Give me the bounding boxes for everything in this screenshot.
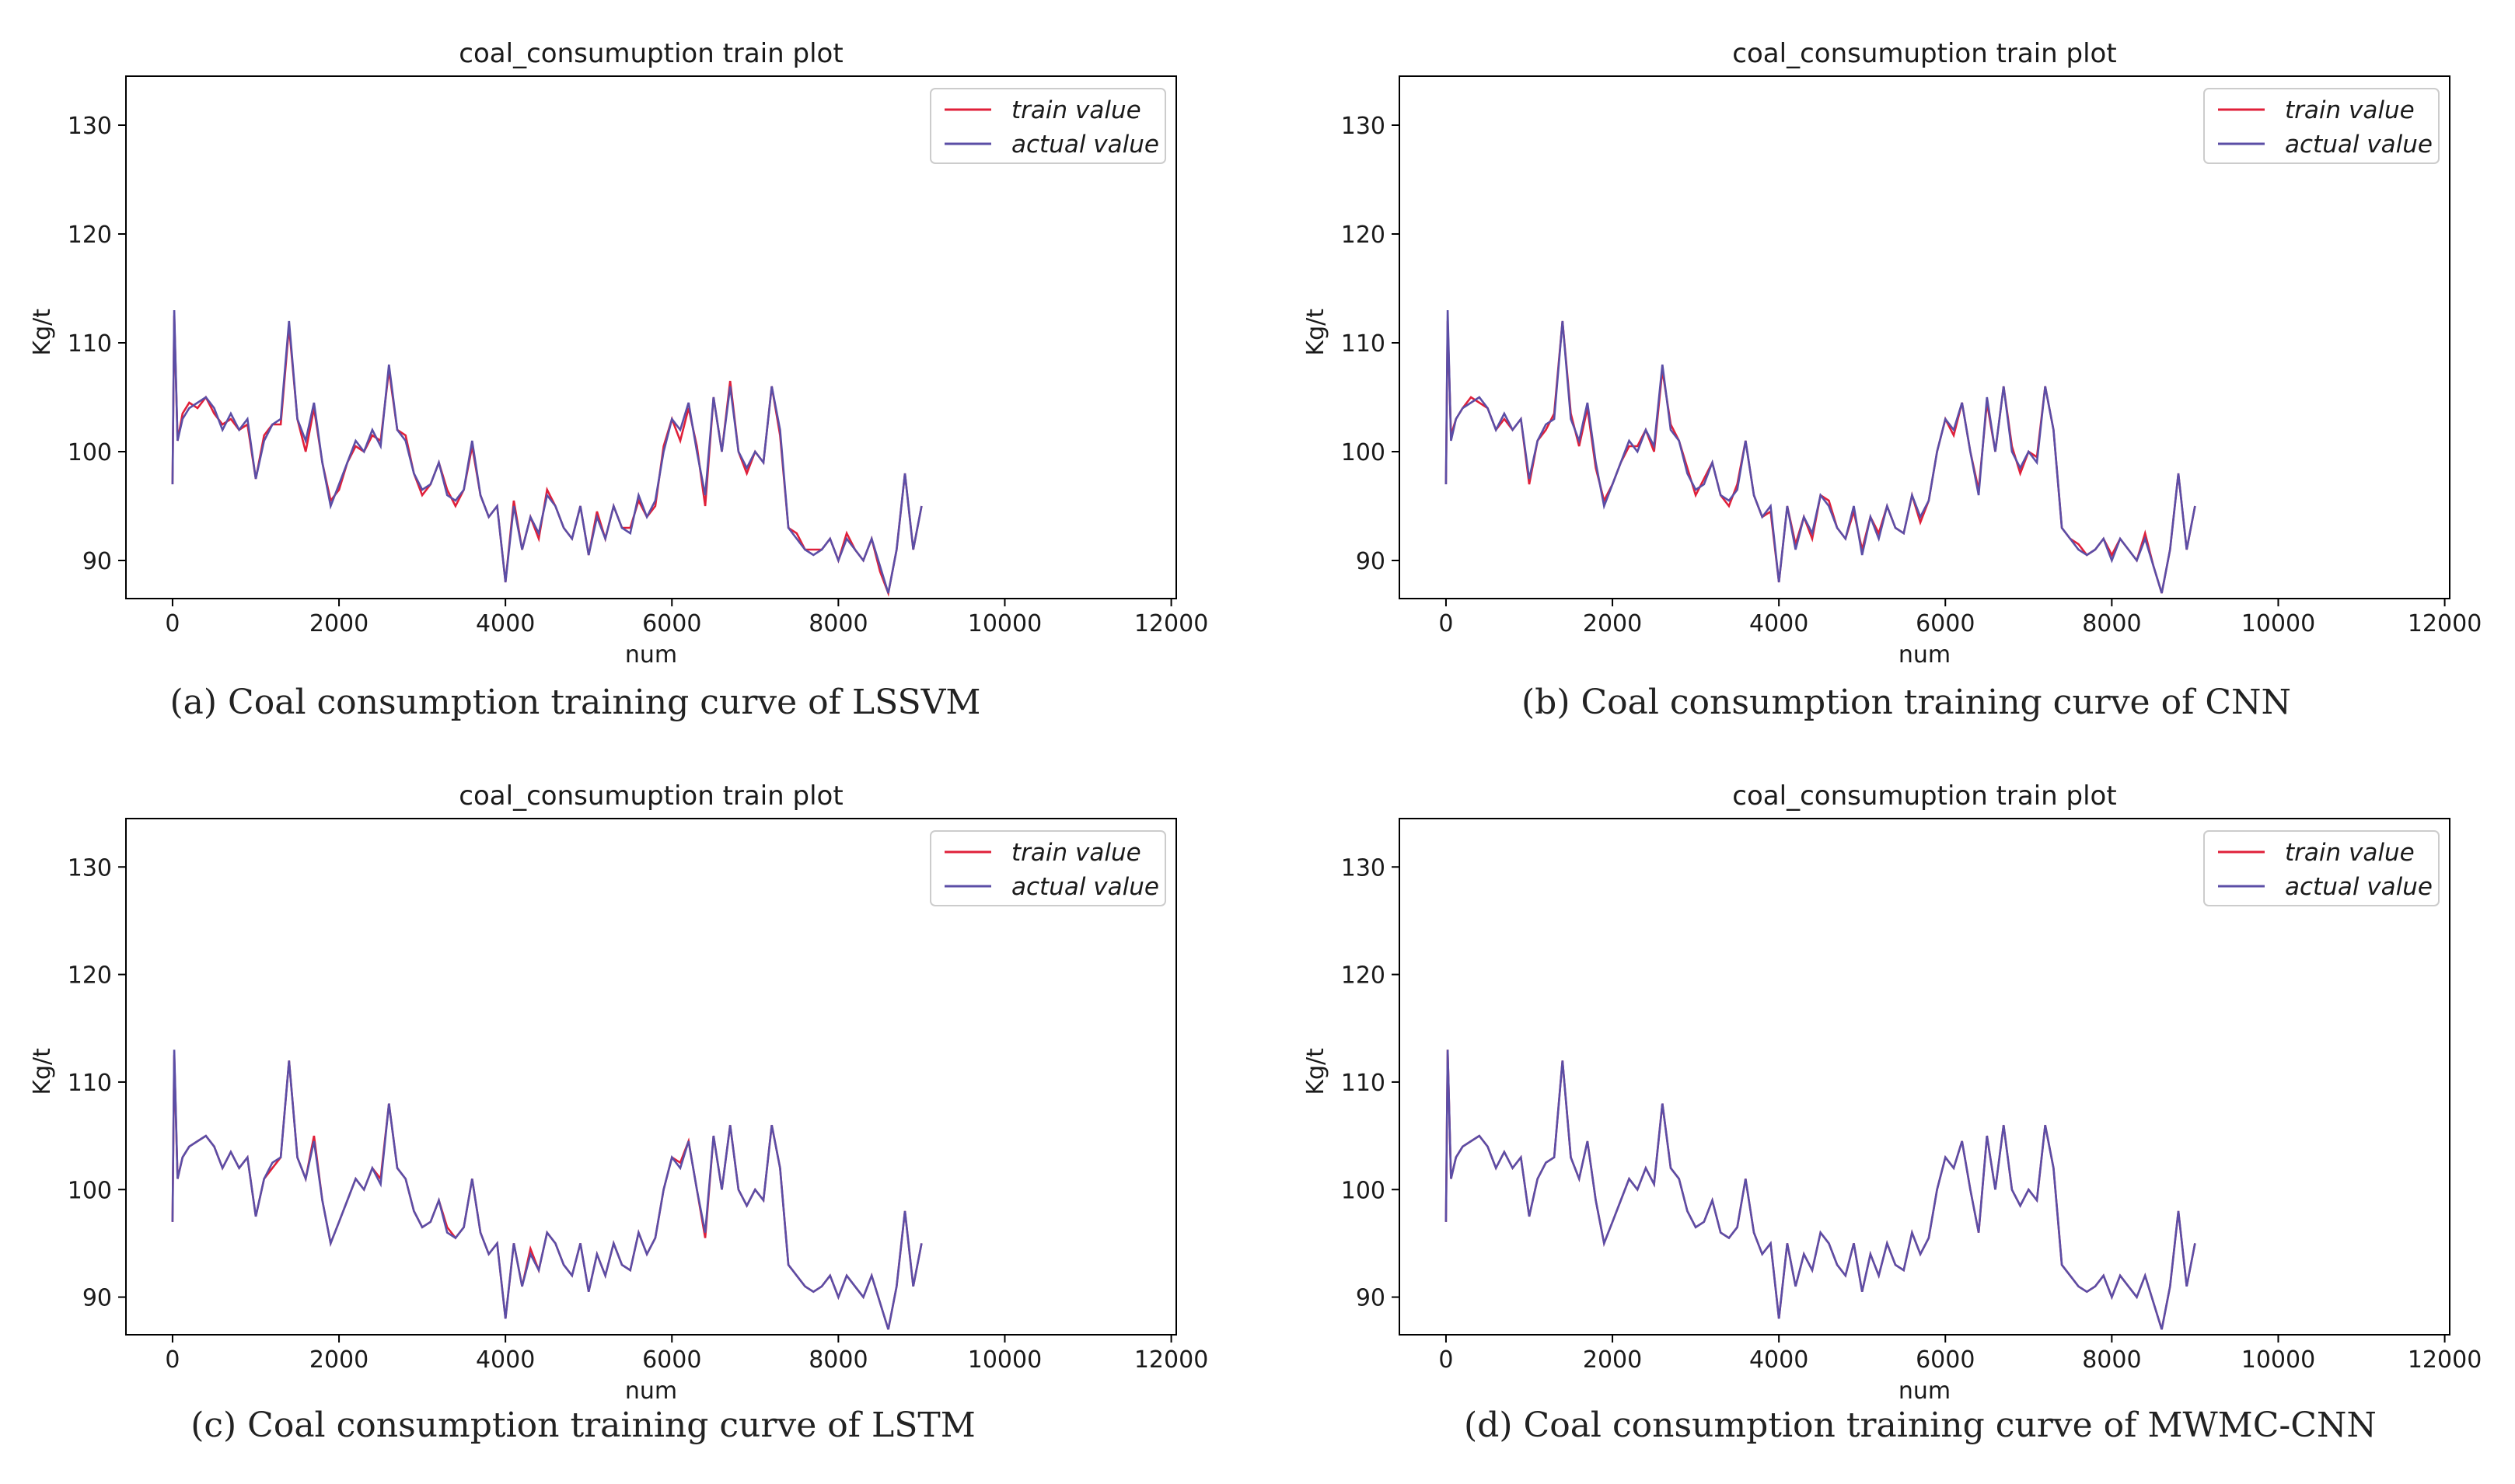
x-tick-label: 10000 [968, 1346, 1042, 1374]
x-axis-label: num [1898, 1378, 1951, 1405]
x-tick-label: 6000 [642, 610, 701, 637]
y-tick-label: 90 [1356, 548, 1385, 575]
x-tick-label: 8000 [2082, 610, 2141, 637]
legend: train value actual value [2203, 88, 2440, 164]
actual-value-line [171, 1049, 923, 1330]
y-tick-label: 100 [1341, 439, 1385, 466]
chart-title: coal_consumuption train plot [1732, 780, 2116, 812]
x-tick-label: 0 [165, 1346, 180, 1374]
legend-label-train: train value [1011, 839, 1141, 867]
y-axis-label: Kg/t [1302, 1048, 1329, 1095]
y-tick-label: 110 [1341, 1070, 1385, 1097]
x-tick-label: 10000 [2241, 610, 2315, 637]
chart-title: coal_consumuption train plot [1732, 38, 2116, 69]
legend-label-train: train value [1011, 96, 1141, 124]
chart-panel-a: coal_consumuption train plot 0 2000 4000 600… [29, 38, 1208, 722]
x-tick-label: 8000 [809, 610, 868, 637]
x-tick-label: 4000 [476, 1346, 535, 1374]
plot-frame [1399, 75, 2450, 599]
x-tick-label: 0 [1438, 1346, 1453, 1374]
x-tick-label: 6000 [1916, 1346, 1975, 1374]
x-tick-label: 2000 [309, 610, 369, 637]
y-tick-label: 130 [1341, 854, 1385, 882]
y-tick-label: 130 [68, 854, 112, 882]
x-tick-label: 12000 [1134, 610, 1208, 637]
x-tick-label: 12000 [2408, 1346, 2482, 1374]
x-tick-label: 2000 [1583, 610, 1642, 637]
y-tick-label: 110 [68, 330, 112, 358]
caption-d: (d) Coal consumption training curve of M… [1464, 1405, 2377, 1445]
actual-value-line [171, 309, 923, 594]
y-tick-label: 130 [1341, 113, 1385, 140]
plot-frame [125, 75, 1177, 599]
x-tick-label: 12000 [1134, 1346, 1208, 1374]
x-tick-label: 10000 [968, 610, 1042, 637]
plot-frame [125, 818, 1177, 1336]
caption-c: (c) Coal consumption training curve of L… [190, 1405, 976, 1445]
y-axis-label: Kg/t [29, 1048, 56, 1095]
chart-panel-c: coal_consumuption train plot 0 2000 4000 600… [29, 780, 1208, 1445]
caption-a: (a) Coal consumption training curve of L… [170, 683, 981, 722]
legend-label-train: train value [2285, 96, 2415, 124]
x-tick-label: 12000 [2408, 610, 2482, 637]
legend-label-actual: actual value [1011, 131, 1159, 159]
x-tick-label: 4000 [1749, 1346, 1808, 1374]
x-tick-label: 2000 [1583, 1346, 1642, 1374]
chart-title: coal_consumuption train plot [459, 38, 843, 69]
actual-value-line [1444, 309, 2196, 594]
y-axis-label: Kg/t [29, 309, 56, 356]
x-axis-label: num [1898, 641, 1951, 669]
y-tick-label: 100 [68, 1177, 112, 1204]
x-tick-label: 4000 [1749, 610, 1808, 637]
legend: train value actual value [930, 830, 1166, 906]
x-tick-label: 6000 [1916, 610, 1975, 637]
x-tick-label: 8000 [809, 1346, 868, 1374]
plot-frame [1399, 818, 2450, 1336]
x-tick-label: 4000 [476, 610, 535, 637]
y-tick-label: 100 [68, 439, 112, 466]
chart-panel-b: coal_consumuption train plot 0 2000 4000 600… [1302, 38, 2482, 722]
y-tick-label: 120 [1341, 222, 1385, 249]
x-tick-label: 0 [1438, 610, 1453, 637]
x-tick-label: 6000 [642, 1346, 701, 1374]
y-tick-label: 110 [1341, 330, 1385, 358]
x-tick-label: 8000 [2082, 1346, 2141, 1374]
y-tick-label: 90 [82, 1285, 112, 1312]
y-tick-label: 120 [68, 962, 112, 990]
y-tick-label: 120 [68, 222, 112, 249]
actual-value-line [1444, 1049, 2196, 1330]
legend-label-actual: actual value [2285, 873, 2433, 901]
train-value-line [1444, 1049, 2196, 1330]
y-tick-label: 90 [1356, 1285, 1385, 1312]
x-tick-label: 2000 [309, 1346, 369, 1374]
y-tick-label: 100 [1341, 1177, 1385, 1204]
legend: train value actual value [930, 88, 1166, 164]
x-axis-label: num [625, 1378, 677, 1405]
x-tick-label: 0 [165, 610, 180, 637]
legend-label-train: train value [2285, 839, 2415, 867]
legend: train value actual value [2203, 830, 2440, 906]
x-tick-label: 10000 [2241, 1346, 2315, 1374]
legend-label-actual: actual value [2285, 131, 2433, 159]
x-axis-label: num [625, 641, 677, 669]
y-tick-label: 90 [82, 548, 112, 575]
y-tick-label: 120 [1341, 962, 1385, 990]
y-tick-label: 110 [68, 1070, 112, 1097]
chart-panel-d: coal_consumuption train plot 0 2000 4000 600… [1302, 780, 2482, 1445]
y-axis-label: Kg/t [1302, 309, 1329, 356]
legend-label-actual: actual value [1011, 873, 1159, 901]
caption-b: (b) Coal consumption training curve of C… [1521, 683, 2291, 722]
y-tick-label: 130 [68, 113, 112, 140]
chart-title: coal_consumuption train plot [459, 780, 843, 812]
